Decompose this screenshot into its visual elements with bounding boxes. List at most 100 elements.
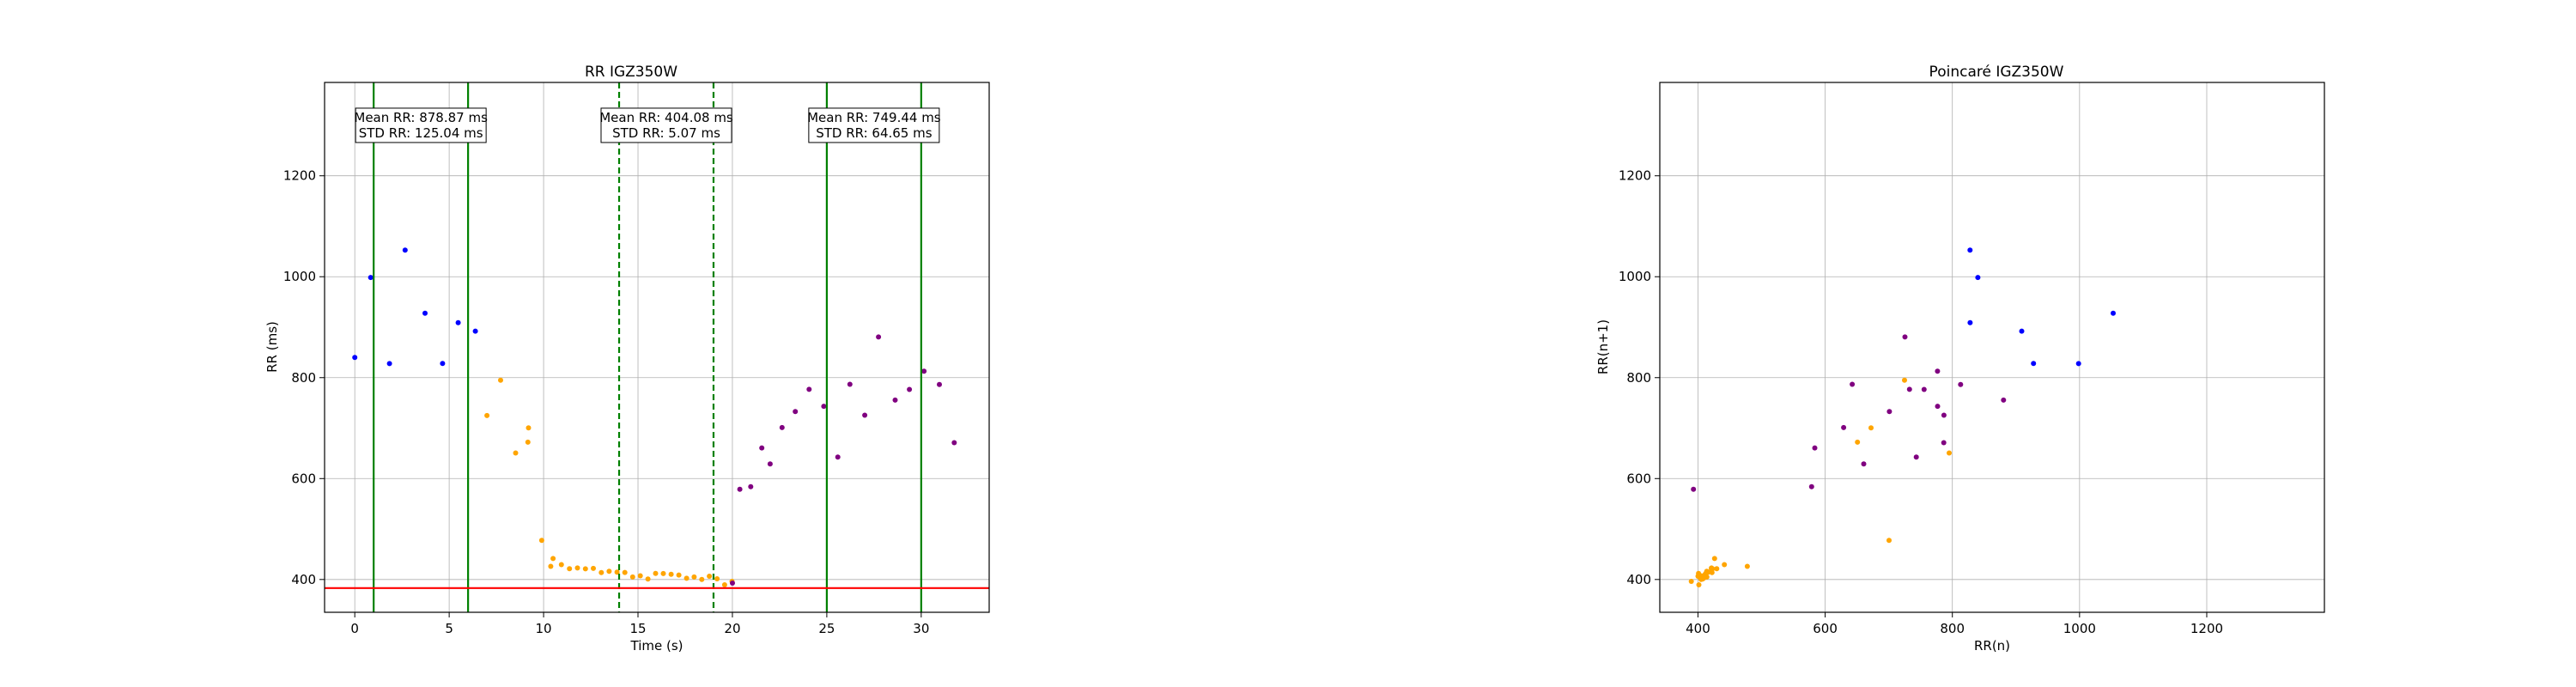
axis-ticks: 0 5 10 15 20 25 30 400 600 800 1000 1200 [283, 168, 930, 636]
data-point [1709, 565, 1714, 571]
annotation-box [808, 107, 940, 143]
data-point [683, 575, 690, 581]
data-point [1695, 574, 1701, 579]
data-point [591, 565, 596, 571]
data-point [821, 404, 827, 410]
data-point [484, 412, 490, 418]
data-point [629, 574, 635, 580]
x-tick-label: 1000 [2063, 621, 2096, 636]
data-point [691, 574, 697, 580]
data-point [645, 576, 651, 582]
data-point [567, 566, 573, 572]
data-point [1975, 275, 1981, 281]
data-point [2019, 328, 2025, 334]
data-point [455, 319, 461, 325]
chart-title: Poincaré IGZ350W [1929, 64, 2064, 81]
data-point [721, 582, 727, 587]
poincare-chart: Poincaré IGZ350W 400 600 800 1000 1200 400 600… [1595, 64, 2325, 654]
data-point [1722, 562, 1728, 568]
y-tick-label: 1200 [1619, 168, 1651, 184]
data-point [907, 386, 913, 392]
data-point [937, 381, 942, 387]
x-tick-label: 600 [1813, 621, 1838, 636]
x-axis-label: Time (s) [630, 638, 683, 654]
data-point [876, 334, 882, 340]
plot-frame [1659, 82, 2325, 613]
data-points [352, 247, 957, 587]
annotation-line: STD RR: 64.65 ms [816, 125, 933, 141]
y-tick-label: 600 [1626, 471, 1651, 486]
data-point [598, 569, 605, 575]
annotation-line: STD RR: 5.07 ms [612, 125, 720, 141]
data-point [472, 328, 478, 334]
data-point [1711, 556, 1717, 562]
data-point [847, 381, 853, 387]
x-tick-label: 5 [445, 621, 453, 636]
annotation-line: Mean RR: 404.08 ms [599, 110, 733, 125]
data-point [574, 565, 580, 571]
x-tick-label: 10 [536, 621, 552, 636]
data-point [525, 439, 531, 445]
data-point [653, 570, 659, 576]
x-tick-label: 25 [818, 621, 835, 636]
annotation-box [355, 107, 487, 143]
grid [325, 82, 989, 612]
data-point [676, 572, 682, 578]
data-point [748, 483, 754, 489]
data-point [1935, 404, 1941, 410]
data-point [1744, 563, 1750, 569]
data-point [550, 556, 556, 562]
data-point [1696, 582, 1702, 587]
data-point [806, 386, 812, 392]
data-point [759, 445, 765, 451]
data-point [1886, 409, 1893, 415]
x-tick-label: 0 [350, 621, 359, 636]
data-point [513, 450, 519, 456]
data-point [1808, 483, 1814, 489]
data-point [1902, 334, 1908, 340]
data-point [2111, 310, 2116, 316]
y-axis-label: RR (ms) [264, 321, 280, 373]
data-point [614, 569, 620, 575]
data-point [2001, 397, 2007, 403]
axis-ticks: 400 600 800 1000 1200 400 600 800 1000 1200 [1619, 168, 2223, 636]
data-point [422, 310, 428, 316]
data-point [1886, 538, 1892, 544]
data-point [606, 568, 612, 575]
x-tick-label: 30 [913, 621, 929, 636]
data-point [622, 569, 628, 575]
data-point [538, 538, 544, 544]
data-point [951, 440, 957, 446]
y-tick-label: 400 [1626, 572, 1651, 587]
data-point [368, 275, 374, 281]
x-tick-label: 400 [1686, 621, 1710, 636]
data-point [793, 409, 799, 415]
reference-lines [325, 82, 989, 612]
data-point [526, 425, 532, 431]
data-point [386, 361, 392, 367]
y-tick-label: 1000 [283, 269, 316, 284]
data-point [668, 571, 674, 577]
data-point [660, 570, 666, 576]
data-point [714, 576, 720, 581]
data-point [2031, 361, 2037, 367]
data-point [862, 412, 868, 418]
y-tick-label: 1200 [283, 168, 316, 184]
data-point [1935, 368, 1941, 374]
data-point [558, 562, 564, 568]
data-point [402, 247, 408, 253]
data-points [1688, 247, 2116, 587]
data-point [1850, 381, 1856, 387]
data-point [1714, 566, 1720, 572]
x-tick-label: 15 [629, 621, 646, 636]
data-point [1941, 440, 1947, 446]
data-point [440, 361, 446, 367]
data-point [767, 461, 773, 467]
data-point [582, 566, 588, 572]
x-tick-label: 800 [1940, 621, 1965, 636]
